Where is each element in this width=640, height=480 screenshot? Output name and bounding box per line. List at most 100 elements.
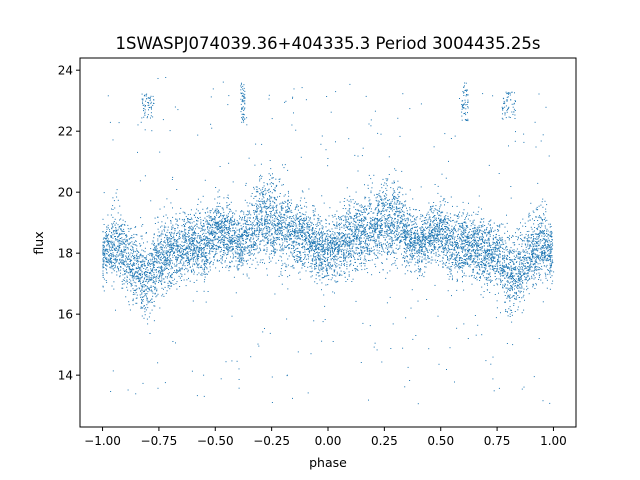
data-point — [236, 229, 238, 231]
data-point — [461, 225, 463, 227]
data-point — [383, 216, 385, 218]
data-point — [398, 248, 399, 250]
data-point — [551, 259, 553, 261]
data-point — [318, 275, 320, 277]
data-point — [529, 256, 531, 258]
data-point — [497, 225, 499, 227]
data-point — [120, 243, 122, 245]
data-point — [437, 237, 439, 239]
data-point — [163, 288, 164, 290]
data-point — [218, 226, 220, 228]
data-point — [477, 228, 479, 230]
data-point — [481, 208, 482, 210]
data-point — [246, 235, 248, 237]
data-point — [311, 267, 313, 269]
data-point — [441, 222, 443, 223]
data-point — [356, 238, 358, 240]
data-point — [212, 243, 214, 244]
data-point — [474, 229, 476, 231]
data-point — [141, 315, 143, 317]
data-point — [467, 249, 468, 251]
data-point — [281, 232, 283, 234]
data-point — [110, 214, 112, 216]
data-point — [177, 244, 179, 246]
data-point — [132, 249, 134, 251]
data-point — [301, 260, 303, 262]
data-point — [527, 240, 529, 242]
data-point — [475, 250, 476, 252]
data-point — [206, 261, 208, 263]
data-point — [304, 241, 306, 243]
data-point — [520, 277, 522, 279]
data-point — [428, 217, 430, 219]
data-point — [308, 238, 310, 240]
data-point — [479, 277, 481, 279]
data-point — [171, 249, 173, 251]
data-point — [136, 253, 138, 255]
data-point — [359, 230, 361, 232]
data-point — [197, 210, 199, 212]
data-point — [381, 224, 382, 226]
data-point — [374, 254, 376, 256]
data-point — [280, 208, 282, 210]
data-point — [120, 260, 122, 262]
data-point — [122, 261, 124, 263]
data-point — [512, 295, 514, 297]
data-point — [198, 272, 200, 274]
data-point — [338, 233, 340, 235]
data-point — [513, 267, 515, 269]
data-point — [531, 254, 532, 256]
data-point — [411, 256, 413, 258]
data-point — [202, 225, 204, 227]
data-point — [465, 275, 467, 277]
data-point — [212, 245, 214, 247]
data-point — [343, 234, 345, 236]
data-point — [168, 255, 170, 257]
data-point — [294, 229, 296, 230]
data-point — [150, 263, 151, 265]
data-point — [485, 232, 487, 234]
data-point — [350, 242, 352, 244]
data-point — [338, 234, 340, 236]
data-point — [263, 248, 265, 250]
data-point — [264, 221, 266, 223]
data-point — [349, 205, 351, 207]
data-point — [245, 231, 247, 233]
data-point — [464, 254, 466, 256]
data-point — [473, 277, 475, 279]
data-point — [238, 268, 240, 270]
data-point — [323, 240, 325, 242]
data-point — [474, 232, 476, 234]
data-point — [402, 257, 404, 259]
data-point — [425, 263, 427, 264]
data-point — [322, 259, 324, 260]
data-point — [353, 202, 355, 204]
data-point — [222, 266, 223, 268]
data-point — [362, 246, 364, 248]
data-point — [502, 257, 504, 259]
data-point — [184, 228, 186, 230]
data-point — [184, 265, 186, 267]
data-point — [282, 244, 283, 246]
data-point — [410, 238, 412, 240]
data-point — [278, 226, 280, 228]
data-point — [438, 228, 440, 230]
data-point — [517, 229, 519, 231]
data-point — [540, 204, 542, 206]
data-point — [147, 282, 149, 284]
data-point — [119, 244, 121, 246]
data-point — [192, 268, 194, 270]
data-point — [493, 230, 495, 232]
data-point — [306, 248, 308, 250]
data-point — [407, 248, 409, 249]
data-point — [178, 250, 179, 252]
data-point — [361, 231, 363, 233]
data-point — [368, 212, 370, 214]
data-point — [388, 250, 390, 252]
data-point — [218, 225, 220, 227]
data-point — [498, 246, 500, 248]
data-point — [306, 228, 308, 230]
data-point — [378, 192, 380, 194]
data-point — [186, 268, 188, 270]
data-point — [328, 265, 330, 267]
